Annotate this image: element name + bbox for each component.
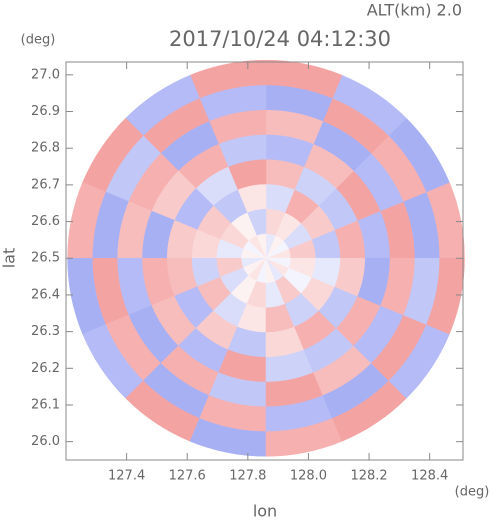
plot-frame: [65, 61, 464, 461]
y-tick-label: 26.7: [31, 177, 60, 192]
y-tick-label: 26.1: [31, 397, 60, 412]
y-tick-label: 26.5: [31, 251, 60, 266]
field-cell: [426, 257, 465, 335]
chart-title: 2017/10/24 04:12:30: [169, 27, 391, 51]
x-unit: (deg): [455, 485, 490, 500]
y-unit: (deg): [21, 33, 56, 48]
y-tick-label: 26.0: [31, 434, 60, 449]
y-tick-label: 26.4: [31, 287, 60, 302]
field: [67, 59, 465, 457]
y-tick-label: 26.6: [31, 214, 60, 229]
chart-subtitle: ALT(km) 2.0: [367, 1, 462, 20]
y-axis-label: lat: [0, 248, 19, 269]
x-tick-label: 128.4: [411, 469, 448, 484]
y-tick-label: 26.9: [31, 104, 60, 119]
y-tick-label: 26.8: [31, 141, 60, 156]
x-tick-label: 128.2: [350, 469, 387, 484]
y-tick-label: 26.2: [31, 361, 60, 376]
x-tick-label: 128.0: [290, 469, 327, 484]
x-tick-label: 127.6: [169, 469, 206, 484]
x-axis-label: lon: [253, 502, 277, 521]
x-tick-label: 127.8: [229, 469, 266, 484]
y-tick-label: 27.0: [31, 67, 60, 82]
y-tick-label: 26.3: [31, 324, 60, 339]
x-tick-label: 127.4: [108, 469, 145, 484]
